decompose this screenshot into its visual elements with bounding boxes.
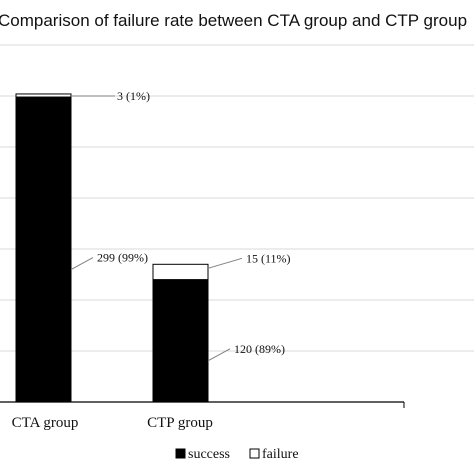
category-label-1: CTA group bbox=[12, 415, 79, 431]
leader-line-success-1 bbox=[70, 257, 94, 270]
data-label-success-2: 120 (89%) bbox=[234, 342, 285, 356]
legend-label-failure: failure bbox=[262, 447, 299, 462]
leader-line-failure-2 bbox=[207, 257, 243, 269]
bars bbox=[15, 93, 209, 403]
data-label-failure-2: 15 (11%) bbox=[246, 251, 291, 265]
category-labels: CTA group CTP group bbox=[12, 415, 213, 431]
bar-success-1 bbox=[15, 96, 72, 403]
legend-swatch-failure bbox=[249, 448, 260, 459]
bar-failure-2 bbox=[152, 263, 209, 281]
bar-success-2 bbox=[152, 279, 209, 403]
data-label-success-1: 299 (99%) bbox=[97, 251, 148, 265]
leader-line-success-2 bbox=[207, 348, 231, 362]
legend-label-success: success bbox=[188, 447, 230, 462]
bar-failure-1 bbox=[15, 93, 72, 98]
data-label-failure-1: 3 (1%) bbox=[117, 89, 150, 103]
category-label-2: CTP group bbox=[147, 415, 213, 431]
legend: success failure bbox=[175, 447, 299, 462]
data-labels: 299 (99%) 3 (1%) 120 (89%) 15 (11%) bbox=[70, 89, 291, 362]
legend-swatch-success bbox=[175, 448, 186, 459]
chart-title: Comparison of failure rate between CTA g… bbox=[0, 11, 467, 30]
